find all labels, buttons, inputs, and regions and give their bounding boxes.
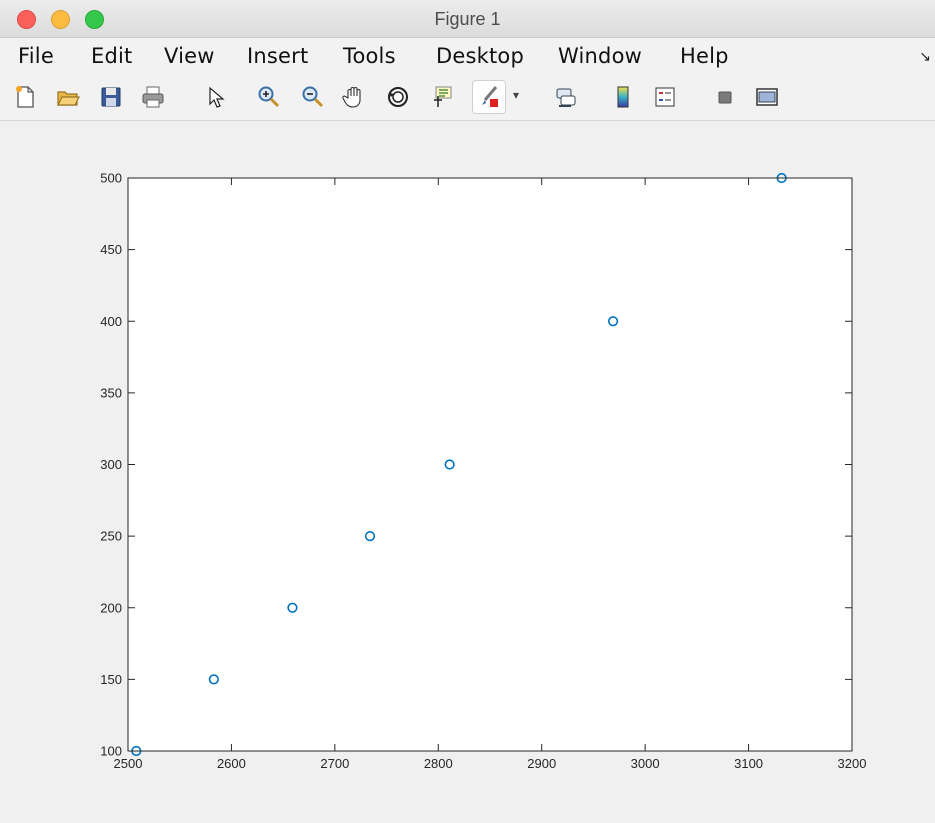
x-tick-label: 3000 xyxy=(631,756,660,771)
data-point xyxy=(287,602,298,613)
brush-button[interactable] xyxy=(472,80,506,114)
menu-view[interactable]: View xyxy=(164,44,215,68)
minimize-window-button[interactable] xyxy=(51,10,70,29)
hide-plot-tools-icon[interactable] xyxy=(712,84,738,110)
legend-icon[interactable] xyxy=(652,84,678,110)
menu-window[interactable]: Window xyxy=(558,44,643,68)
y-tick-label: 250 xyxy=(100,529,122,544)
menu-file[interactable]: File xyxy=(18,44,54,68)
link-plot-icon[interactable] xyxy=(553,84,579,110)
dock-arrow-icon[interactable]: ↘ xyxy=(919,48,931,64)
y-tick-label: 150 xyxy=(100,672,122,687)
x-tick-label: 3200 xyxy=(838,756,867,771)
figure-canvas: 2500 2600 2700 2800 2900 3000 3100 3200 100 150 20… xyxy=(0,121,935,823)
axes-frame xyxy=(127,177,853,752)
y-tick-label: 400 xyxy=(100,314,122,329)
axis-ticks: 2500 2600 2700 2800 2900 3000 3100 3200 100 150 20… xyxy=(100,171,866,772)
menu-bar: File Edit View Insert Tools Desktop Wind… xyxy=(0,38,935,75)
y-tick-label: 200 xyxy=(100,600,122,615)
x-tick-label: 2900 xyxy=(527,756,556,771)
brush-icon xyxy=(476,84,502,110)
x-tick-label: 2600 xyxy=(217,756,246,771)
pan-hand-icon[interactable] xyxy=(342,84,368,110)
x-tick-label: 2500 xyxy=(114,756,143,771)
maximize-window-button[interactable] xyxy=(85,10,104,29)
save-icon[interactable] xyxy=(98,84,124,110)
data-points xyxy=(131,172,787,757)
axes-background xyxy=(128,178,852,751)
y-tick-label: 500 xyxy=(100,171,122,186)
x-tick-label: 3100 xyxy=(734,756,763,771)
y-tick-label: 100 xyxy=(100,744,122,759)
colorbar-icon[interactable] xyxy=(610,84,636,110)
menu-desktop[interactable]: Desktop xyxy=(436,44,525,68)
zoom-out-icon[interactable] xyxy=(300,84,326,110)
brush-dropdown-icon[interactable]: ▾ xyxy=(513,88,520,102)
open-file-icon[interactable] xyxy=(55,84,81,110)
menu-help[interactable]: Help xyxy=(680,44,729,68)
window-titlebar: Figure 1 xyxy=(0,0,935,38)
x-tick-label: 2700 xyxy=(320,756,349,771)
menu-insert[interactable]: Insert xyxy=(247,44,309,68)
edit-plot-cursor-icon[interactable] xyxy=(203,84,229,110)
menu-edit[interactable]: Edit xyxy=(91,44,133,68)
figure-toolbar: ▾ xyxy=(0,75,935,121)
data-point xyxy=(208,674,219,685)
close-window-button[interactable] xyxy=(17,10,36,29)
menu-tools[interactable]: Tools xyxy=(343,44,396,68)
data-point xyxy=(444,459,455,470)
data-point xyxy=(607,316,619,327)
y-tick-label: 450 xyxy=(100,242,122,257)
print-icon[interactable] xyxy=(140,84,166,110)
x-tick-label: 2800 xyxy=(424,756,453,771)
scatter-plot[interactable]: 2500 2600 2700 2800 2900 3000 3100 3200 100 150 20… xyxy=(0,121,935,823)
window-title: Figure 1 xyxy=(434,9,501,29)
rotate-3d-icon[interactable] xyxy=(385,84,411,110)
data-cursor-icon[interactable] xyxy=(430,84,456,110)
zoom-in-icon[interactable] xyxy=(256,84,282,110)
y-tick-label: 300 xyxy=(100,457,122,472)
new-figure-icon[interactable] xyxy=(12,84,38,110)
data-point xyxy=(364,531,376,542)
y-tick-label: 350 xyxy=(100,385,122,400)
show-plot-tools-icon[interactable] xyxy=(754,84,780,110)
